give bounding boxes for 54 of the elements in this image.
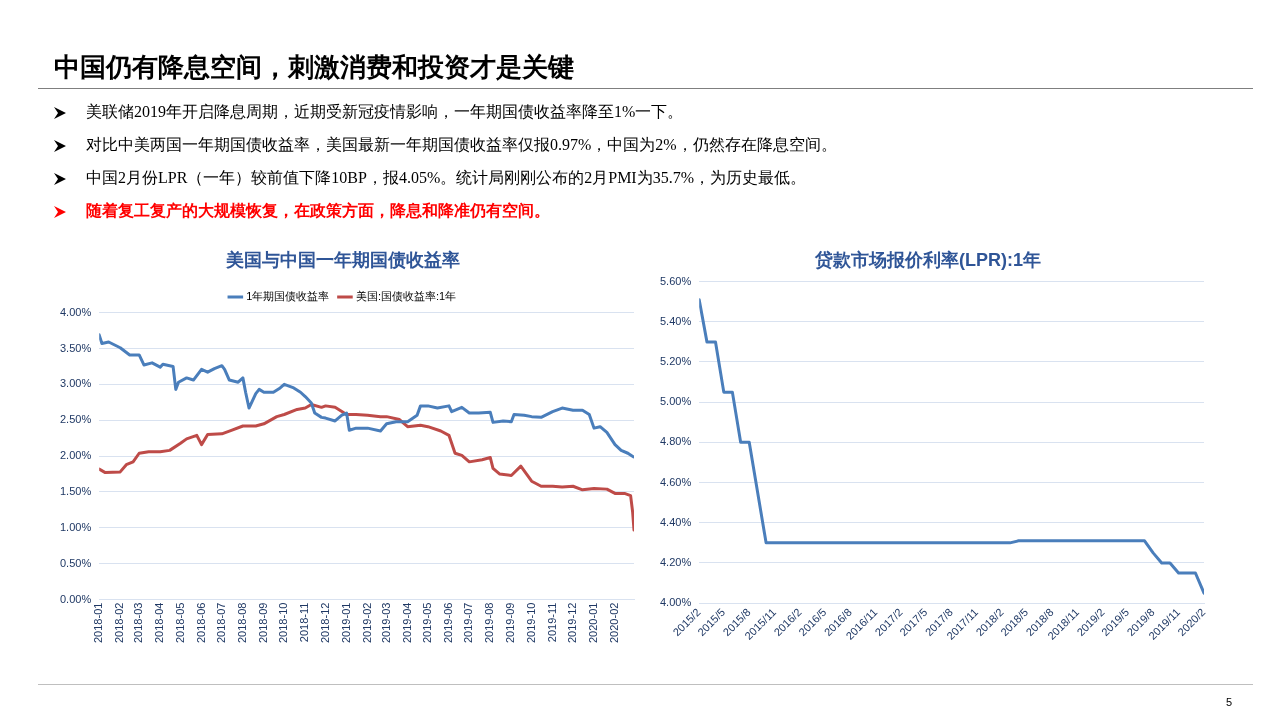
y-tick-label: 4.00% [59,305,92,318]
x-tick-label: 2019-02 [360,602,373,644]
x-tick-label: 2018-03 [132,602,145,644]
x-tick-label: 2019-07 [462,602,475,644]
x-tick-label: 2018-02 [113,602,126,644]
x-tick-label: 2019-06 [441,602,454,644]
chart-title: 贷款市场报价利率(LPR):1年 [814,249,1041,270]
x-tick-label: 2018-04 [153,602,166,644]
x-tick-label: 2020-02 [608,602,621,644]
y-tick-label: 4.40% [659,515,692,528]
x-tick-label: 2019-11 [545,602,558,643]
y-tick-label: 3.00% [59,377,92,390]
text: 5 [1226,696,1233,708]
text: 中国2月份LPR（一年）较前值下降10BP，报4.05%。统计局刚刚公布的2月PMI为35.7%，为历史最低。 [86,168,807,188]
y-tick-label: 0.50% [59,556,92,569]
x-tick-label: 2019-09 [504,602,517,644]
y-tick-label: 1.00% [59,520,92,533]
x-tick-label: 2018-11 [298,602,311,643]
y-tick-label: 4.00% [659,596,692,609]
x-tick-label: 2018-10 [277,602,290,644]
text: 对比中美两国一年期国债收益率，美国最新一年期国债收益率仅报0.97%，中国为2%，仍然存在降息空间。 [86,135,837,155]
x-tick-label: 2018-06 [194,602,207,644]
x-tick-label: 2018-12 [318,602,331,644]
y-tick-label: 0.00% [59,592,92,605]
x-tick-label: 2019-04 [400,602,413,644]
y-tick-label: 5.20% [659,355,692,368]
y-tick-label: 1.50% [59,485,92,498]
x-tick-label: 2019-01 [339,602,352,644]
y-tick-label: 2.00% [59,449,92,462]
x-tick-label: 2019-10 [524,602,537,644]
x-tick-label: 2019-03 [379,602,392,644]
x-tick-label: 2018-07 [214,602,227,644]
x-tick-label: 2018-09 [256,602,269,644]
x-tick-label: 2019-08 [483,602,496,644]
y-tick-label: 3.50% [59,341,92,354]
y-tick-label: 4.80% [659,435,692,448]
text: 随着复工复产的大规模恢复，在政策方面，降息和降准仍有空间。 [86,201,550,221]
x-tick-label: 2020-01 [587,602,600,644]
y-tick-label: 4.60% [659,475,692,488]
legend-label: 美国:国债收益率:1年 [355,290,457,303]
text: 中国仍有降息空间，刺激消费和投资才是关键 [54,51,574,84]
x-tick-label: 2018-05 [173,602,186,644]
y-tick-label: 5.00% [659,395,692,408]
y-tick-label: 2.50% [59,413,92,426]
legend-label: 1年期国债收益率 [246,290,330,303]
y-tick-label: 5.40% [659,314,692,327]
x-tick-label: 2019-12 [566,602,579,644]
x-tick-label: 2019-05 [420,602,433,644]
y-tick-label: 5.60% [659,274,692,287]
y-tick-label: 4.20% [659,555,692,568]
chart-title: 美国与中国一年期国债收益率 [225,249,460,270]
x-tick-label: 2018-08 [235,602,248,644]
x-tick-label: 2018-01 [92,602,105,644]
text: 美联储2019年开启降息周期，近期受新冠疫情影响，一年期国债收益率降至1%一下。 [86,102,684,122]
